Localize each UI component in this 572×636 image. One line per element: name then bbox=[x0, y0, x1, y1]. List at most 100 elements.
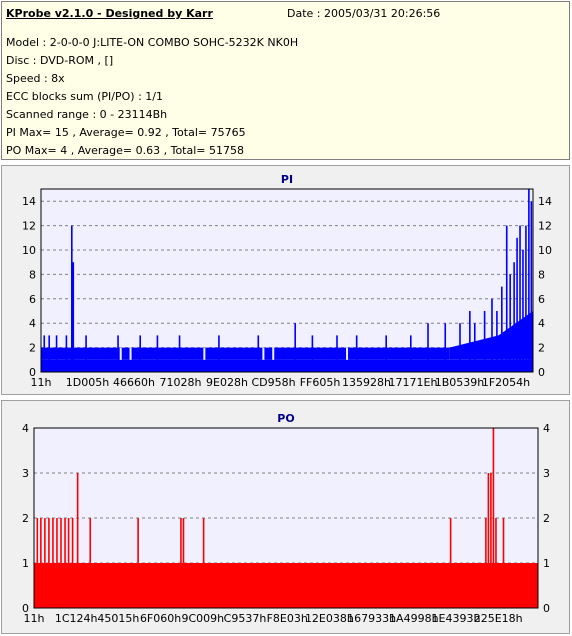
pi-ytick-left: 10 bbox=[22, 244, 36, 257]
pi-chart: PI 0 0 2 2 4 4 6 6 8 8 10 10 12 12 14 14 11h 1D005h 46660h 7… bbox=[22, 173, 552, 389]
po-ytick-right: 3 bbox=[543, 467, 550, 480]
po-xtick-label: 1A4998h bbox=[389, 612, 439, 625]
po-chart-title: PO bbox=[277, 412, 294, 425]
po-spike bbox=[60, 518, 62, 608]
pi-spike bbox=[505, 225, 508, 372]
po-ytick-right: 2 bbox=[543, 512, 550, 525]
pi-spike bbox=[410, 335, 412, 372]
pi-chart-title: PI bbox=[281, 173, 293, 186]
po-ytick-left: 4 bbox=[22, 422, 29, 435]
pi-spike bbox=[55, 335, 58, 372]
pi-spike bbox=[218, 335, 220, 372]
pi-ytick-left: 12 bbox=[22, 220, 36, 233]
pi-xtick-label: 11h bbox=[31, 376, 52, 389]
pi-plot-area bbox=[40, 188, 534, 373]
pi-dip bbox=[346, 347, 349, 360]
pi-ytick-right: 12 bbox=[538, 220, 552, 233]
pi-dip bbox=[119, 347, 122, 360]
pi-spike bbox=[501, 286, 503, 372]
info-panel: KProbe v2.1.0 - Designed by Karr Date : … bbox=[1, 1, 570, 160]
pi-spike bbox=[178, 335, 181, 372]
po-ytick-right: 4 bbox=[543, 422, 550, 435]
pi-spike bbox=[469, 311, 471, 372]
pi-ytick-right: 6 bbox=[538, 293, 545, 306]
po-spike bbox=[67, 518, 70, 608]
po-ytick-right: 0 bbox=[543, 602, 550, 615]
pi-xtick-label: FF605h bbox=[300, 376, 341, 389]
pi-xtick-label: 9E028h bbox=[206, 376, 248, 389]
po-chart-panel: PO 0 0 1 1 2 2 3 3 4 4 11h 1C124h 45015h 6F060h 9C009h C… bbox=[1, 400, 570, 634]
po-spike bbox=[490, 473, 492, 608]
pi-dip bbox=[262, 347, 265, 360]
po-spike bbox=[40, 518, 42, 608]
po-spike bbox=[492, 428, 495, 608]
po-ytick-right: 1 bbox=[543, 557, 550, 570]
pi-summary-line: PI Max= 15 , Average= 0.92 , Total= 7576… bbox=[6, 126, 246, 139]
pi-spike bbox=[43, 335, 46, 372]
po-xtick-label: 12E038h bbox=[305, 612, 354, 625]
po-xtick-label: F8E03h bbox=[267, 612, 308, 625]
pi-spike bbox=[427, 323, 429, 372]
pi-spike bbox=[491, 298, 493, 372]
pi-spike bbox=[355, 335, 358, 372]
po-spike bbox=[64, 518, 66, 608]
model-line: Model : 2-0-0-0 J:LITE-ON COMBO SOHC-523… bbox=[6, 36, 299, 49]
pi-ytick-left: 14 bbox=[22, 195, 36, 208]
po-ytick-left: 3 bbox=[22, 467, 29, 480]
po-spike bbox=[137, 518, 139, 608]
pi-ytick-left: 4 bbox=[29, 317, 36, 330]
pi-spike bbox=[519, 225, 521, 372]
pi-spike bbox=[336, 335, 338, 372]
po-spike bbox=[485, 518, 487, 608]
pi-ytick-right: 14 bbox=[538, 195, 552, 208]
range-line: Scanned range : 0 - 23114Bh bbox=[6, 108, 168, 121]
po-xtick-label: 6F060h bbox=[140, 612, 181, 625]
po-spike bbox=[89, 518, 92, 608]
pi-xtick-label: 135928h bbox=[342, 376, 391, 389]
po-xtick-label: 9C009h bbox=[181, 612, 224, 625]
pi-spike bbox=[513, 262, 515, 372]
po-xtick-label: 167933h bbox=[347, 612, 396, 625]
po-ytick-left: 2 bbox=[22, 512, 29, 525]
po-spike bbox=[52, 518, 54, 608]
po-ytick-left: 1 bbox=[22, 557, 29, 570]
po-spike bbox=[202, 518, 205, 608]
pi-spike bbox=[294, 323, 296, 372]
pi-dip bbox=[129, 347, 132, 360]
po-xtick-label: 11h bbox=[24, 612, 45, 625]
pi-spike bbox=[385, 335, 387, 372]
po-chart: PO 0 0 1 1 2 2 3 3 4 4 11h 1C124h 45015h 6F060h 9C009h C… bbox=[22, 412, 550, 625]
pi-spike bbox=[516, 237, 518, 372]
pi-xtick-label: 1D005h bbox=[66, 376, 109, 389]
pi-ytick-right: 2 bbox=[538, 342, 545, 355]
pi-ytick-left: 0 bbox=[29, 366, 36, 379]
ecc-line: ECC blocks sum (PI/PO) : 1/1 bbox=[6, 90, 163, 103]
pi-spike bbox=[530, 201, 533, 372]
pi-chart-panel: PI 0 0 2 2 4 4 6 6 8 8 10 10 12 12 14 14 11h 1D005h 46660h 7… bbox=[1, 165, 570, 395]
pi-xtick-label: 46660h bbox=[113, 376, 155, 389]
po-spike bbox=[502, 518, 505, 608]
pi-spike bbox=[85, 335, 87, 372]
pi-ytick-right: 8 bbox=[538, 268, 545, 281]
app-title: KProbe v2.1.0 - Designed by Karr bbox=[6, 7, 213, 20]
pi-xtick-label: 17171Eh bbox=[389, 376, 438, 389]
pi-ytick-left: 8 bbox=[29, 268, 36, 281]
pi-spike bbox=[496, 311, 498, 372]
po-spike bbox=[71, 518, 74, 608]
po-spike bbox=[36, 518, 39, 608]
pi-ytick-left: 6 bbox=[29, 293, 36, 306]
po-plot-border bbox=[33, 427, 539, 609]
po-spike bbox=[48, 518, 50, 608]
po-xtick-label: C9537h bbox=[224, 612, 267, 625]
pi-spike bbox=[72, 262, 75, 372]
pi-ytick-right: 10 bbox=[538, 244, 552, 257]
pi-spike bbox=[444, 323, 447, 372]
po-baseline-fill bbox=[34, 563, 538, 608]
pi-spike bbox=[509, 274, 511, 372]
po-spike bbox=[56, 518, 58, 608]
pi-ytick-right: 4 bbox=[538, 317, 545, 330]
po-xtick-label: 1C124h bbox=[55, 612, 98, 625]
po-summary-line: PO Max= 4 , Average= 0.63 , Total= 51758 bbox=[6, 144, 244, 157]
po-spike bbox=[44, 518, 46, 608]
pi-plot-border bbox=[40, 188, 534, 373]
